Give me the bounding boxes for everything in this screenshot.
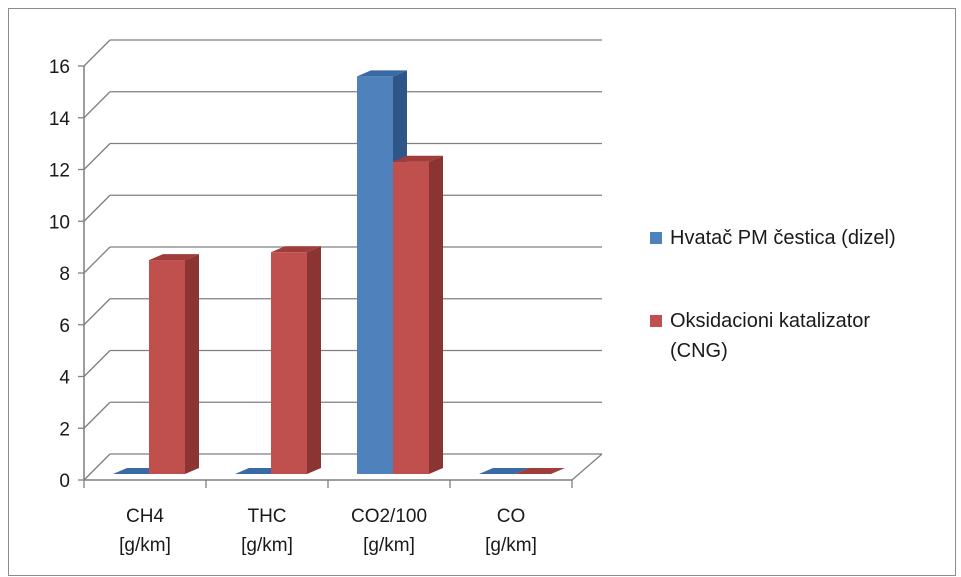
bar <box>149 254 199 474</box>
bar-top <box>357 70 407 77</box>
gridline-side <box>83 298 111 326</box>
x-axis-categories: CH4 [g/km] THC [g/km] CO2/100 [g/km] CO [g/km] <box>83 480 573 556</box>
bar <box>271 246 321 474</box>
x-category-label: CO <box>497 506 526 527</box>
legend-label: Hvatač PM čestica (dizel) <box>670 227 896 249</box>
legend-item: Oksidacioni katalizator (CNG) <box>650 310 870 362</box>
x-category-label: CO2/100 <box>351 506 427 527</box>
gridline-side <box>83 350 111 377</box>
x-category-label: [g/km] <box>241 535 293 556</box>
y-tick-label: 6 <box>59 316 70 337</box>
y-tick-label: 14 <box>49 109 71 130</box>
x-category-label: [g/km] <box>119 535 171 556</box>
bar-front <box>271 252 307 474</box>
legend-item: Hvatač PM čestica (dizel) <box>650 227 896 249</box>
bar-side <box>429 155 443 475</box>
legend-label: Oksidacioni katalizator <box>670 310 870 332</box>
gridline-side <box>83 401 111 429</box>
bar-side <box>307 246 321 474</box>
bar-front <box>149 260 185 474</box>
bar-side <box>185 254 199 474</box>
bar-front <box>393 161 429 475</box>
gridline-side <box>83 143 111 170</box>
legend: Hvatač PM čestica (dizel) Oksidacioni kat… <box>650 227 896 362</box>
bar <box>515 468 565 474</box>
y-tick-label: 10 <box>49 212 70 233</box>
floor-edge <box>571 453 603 481</box>
bar-top <box>479 468 529 474</box>
gridline-side <box>83 39 111 67</box>
legend-swatch <box>650 315 662 327</box>
legend-swatch <box>650 232 662 244</box>
x-category-label: [g/km] <box>485 535 537 556</box>
bar-top <box>271 246 321 253</box>
y-tick-label: 4 <box>59 368 70 389</box>
x-category-label: CH4 <box>126 506 164 527</box>
y-tick-label: 12 <box>49 161 70 182</box>
y-axis-ticks: 0 2 4 6 8 10 12 14 16 <box>49 57 84 492</box>
y-tick-label: 16 <box>49 57 70 78</box>
legend-label: (CNG) <box>670 340 728 362</box>
y-tick-label: 2 <box>59 419 70 440</box>
x-category-label: [g/km] <box>363 535 415 556</box>
bar-top <box>515 468 565 474</box>
bar <box>479 468 529 474</box>
bar-top <box>393 155 443 162</box>
x-category-label: THC <box>247 506 286 527</box>
gridline-side <box>83 246 111 274</box>
bar-top <box>149 254 199 261</box>
bar-front <box>357 76 393 474</box>
gridline-side <box>83 194 111 222</box>
gridline-side <box>83 453 111 481</box>
y-tick-label: 8 <box>59 264 70 285</box>
gridline-side <box>83 91 111 119</box>
bars <box>113 70 565 475</box>
y-tick-label: 0 <box>59 471 70 492</box>
bar <box>393 155 443 475</box>
